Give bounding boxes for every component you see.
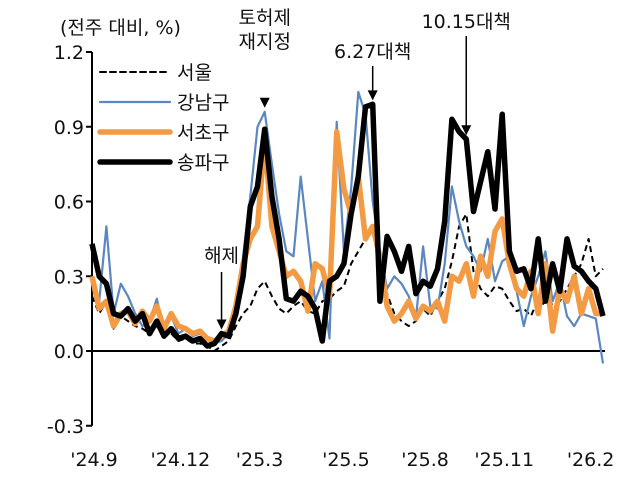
unit-label: (전주 대비, %) bbox=[60, 17, 181, 39]
annotation-label: 해제 bbox=[204, 245, 239, 267]
annotation-label: 10.15대책 bbox=[422, 11, 511, 33]
y-tick-label: 0.3 bbox=[54, 266, 84, 288]
legend-label: 송파구 bbox=[177, 152, 229, 174]
x-tick-label: '26.2 bbox=[567, 449, 615, 471]
annotation-arrowhead bbox=[259, 97, 270, 108]
annotation-label: 6.27대책 bbox=[334, 41, 411, 63]
x-tick-label: '25.8 bbox=[401, 449, 449, 471]
annotation-arrowhead bbox=[461, 125, 472, 136]
series-line-서울 bbox=[91, 213, 604, 352]
annotation-arrowhead bbox=[367, 90, 378, 101]
y-tick-label: 1.2 bbox=[54, 42, 84, 64]
legend-label: 서초구 bbox=[177, 122, 229, 144]
annotation-arrowhead bbox=[216, 319, 227, 330]
x-tick-label: '25.11 bbox=[474, 449, 534, 471]
annotation-label: 토허제 bbox=[239, 7, 291, 29]
y-tick-label: -0.3 bbox=[47, 416, 84, 438]
legend-label: 서울 bbox=[177, 62, 212, 84]
series-line-송파구 bbox=[89, 101, 606, 349]
y-tick-label: 0.0 bbox=[54, 341, 84, 363]
annotation-label: 재지정 bbox=[239, 31, 291, 53]
x-tick-label: '24.12 bbox=[151, 449, 211, 471]
legend-label: 강남구 bbox=[177, 92, 229, 114]
x-tick-label: '25.3 bbox=[236, 449, 284, 471]
x-tick-label: '25.5 bbox=[322, 449, 370, 471]
y-tick-label: 0.9 bbox=[54, 117, 84, 139]
x-tick-label: '24.9 bbox=[70, 449, 118, 471]
y-tick-label: 0.6 bbox=[54, 192, 84, 214]
series-line-서초구 bbox=[89, 128, 603, 344]
